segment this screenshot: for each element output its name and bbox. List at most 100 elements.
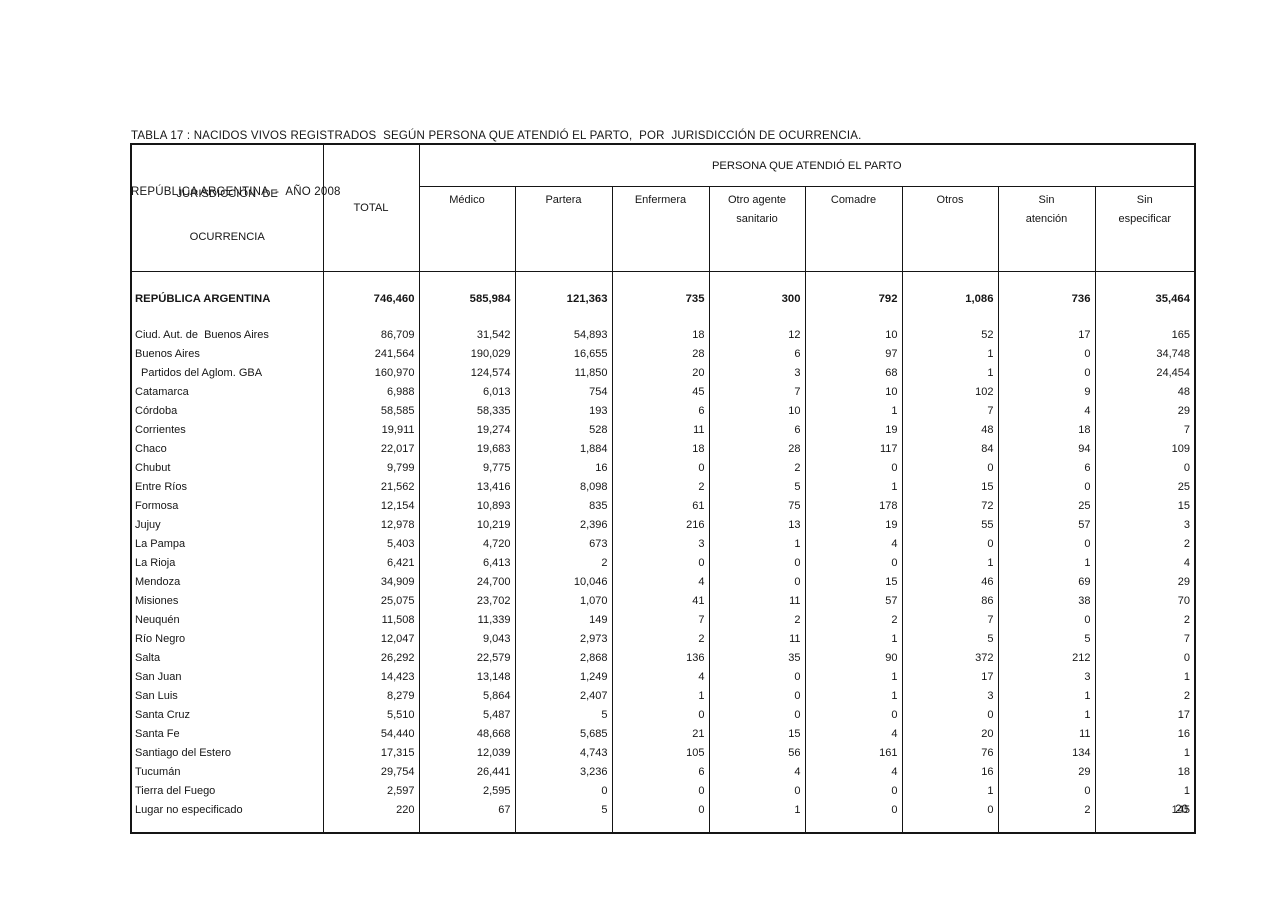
value-cell: 792 xyxy=(804,289,903,309)
value-cell: 2 xyxy=(708,458,806,478)
value-cell: 13,416 xyxy=(418,477,516,497)
header-span-row: JURISDICCIÓN DE OCURRENCIA TOTAL PERSONA… xyxy=(130,144,1196,272)
jurisdiction-cell: Lugar no especificado xyxy=(130,800,324,820)
value-cell: 4,720 xyxy=(418,534,516,554)
value-cell: 0 xyxy=(997,781,1096,801)
jurisdiction-cell: Mendoza xyxy=(130,572,324,592)
value-cell: 6 xyxy=(708,344,806,364)
value-cell: 35,464 xyxy=(1094,289,1196,309)
value-cell: 26,292 xyxy=(322,648,420,668)
value-cell: 0 xyxy=(611,553,710,573)
value-cell: 0 xyxy=(804,781,903,801)
spacer-cell xyxy=(708,819,806,833)
value-cell: 372 xyxy=(901,648,999,668)
value-cell: 12,047 xyxy=(322,629,420,649)
value-cell: 6 xyxy=(611,401,710,421)
value-cell: 1 xyxy=(997,553,1096,573)
jurisdiction-cell: Jujuy xyxy=(130,515,324,535)
value-cell: 746,460 xyxy=(322,289,420,309)
value-cell: 11 xyxy=(997,724,1096,744)
value-cell: 17 xyxy=(1094,705,1196,725)
value-cell: 29 xyxy=(1094,572,1196,592)
value-cell: 0 xyxy=(804,553,903,573)
spacer-cell xyxy=(322,819,420,833)
value-cell: 10,046 xyxy=(514,572,613,592)
value-cell: 5 xyxy=(997,629,1096,649)
table-row: Chubut 9,799 9,775 16 0 2 0 0 6 0 xyxy=(130,458,1196,478)
value-cell: 19,274 xyxy=(418,420,516,440)
value-cell: 2,595 xyxy=(418,781,516,801)
value-cell: 5,403 xyxy=(322,534,420,554)
value-cell: 84 xyxy=(901,439,999,459)
jurisdiction-cell: Chaco xyxy=(130,439,324,459)
value-cell: 0 xyxy=(1094,458,1196,478)
spacer-cell xyxy=(901,308,999,326)
value-cell: 2 xyxy=(611,477,710,497)
persona-span-header: PERSONA QUE ATENDIÓ EL PARTO xyxy=(418,144,1196,187)
value-cell: 212 xyxy=(997,648,1096,668)
spacer-cell xyxy=(611,308,710,326)
value-cell: 134 xyxy=(997,743,1096,763)
value-cell: 41 xyxy=(611,591,710,611)
value-cell: 585,984 xyxy=(418,289,516,309)
table-row: Lugar no especificado 220 67 5 0 1 0 0 2 145 xyxy=(130,800,1196,820)
value-cell: 5 xyxy=(708,477,806,497)
value-cell: 0 xyxy=(901,534,999,554)
table-row: Chaco 22,017 19,683 1,884 18 28 117 84 94 109 xyxy=(130,439,1196,459)
value-cell: 4 xyxy=(804,534,903,554)
value-cell: 8,279 xyxy=(322,686,420,706)
spacer-cell xyxy=(130,308,324,326)
value-cell: 15 xyxy=(1094,496,1196,516)
statistics-table: JURISDICCIÓN DE OCURRENCIA TOTAL PERSONA… xyxy=(130,143,1196,834)
value-cell: 16 xyxy=(514,458,613,478)
value-cell: 1,249 xyxy=(514,667,613,687)
value-cell: 8,098 xyxy=(514,477,613,497)
value-cell: 673 xyxy=(514,534,613,554)
column-header-line1: Médico xyxy=(449,194,485,206)
value-cell: 1 xyxy=(1094,743,1196,763)
value-cell: 21 xyxy=(611,724,710,744)
table-row: Corrientes 19,911 19,274 528 11 6 19 48 18 7 xyxy=(130,420,1196,440)
value-cell: 1 xyxy=(708,534,806,554)
value-cell: 9,043 xyxy=(418,629,516,649)
value-cell: 1 xyxy=(901,781,999,801)
value-cell: 34,909 xyxy=(322,572,420,592)
value-cell: 12,154 xyxy=(322,496,420,516)
value-cell: 1 xyxy=(1094,781,1196,801)
value-cell: 0 xyxy=(901,458,999,478)
jurisdiction-cell: Corrientes xyxy=(130,420,324,440)
value-cell: 45 xyxy=(611,382,710,402)
jurisdiction-cell: Córdoba xyxy=(130,401,324,421)
value-cell: 102 xyxy=(901,382,999,402)
value-cell: 160,970 xyxy=(322,363,420,383)
value-cell: 0 xyxy=(708,572,806,592)
value-cell: 2,868 xyxy=(514,648,613,668)
value-cell: 105 xyxy=(611,743,710,763)
value-cell: 7 xyxy=(611,610,710,630)
column-header-line2 xyxy=(613,210,708,229)
value-cell: 15 xyxy=(708,724,806,744)
spacer-cell xyxy=(514,271,613,290)
column-header-line1: Otros xyxy=(936,194,964,206)
table-row: Formosa 12,154 10,893 835 61 75 178 72 25 15 xyxy=(130,496,1196,516)
value-cell: 48 xyxy=(1094,382,1196,402)
value-cell: 0 xyxy=(804,705,903,725)
table-row: San Juan 14,423 13,148 1,249 4 0 1 17 3 1 xyxy=(130,667,1196,687)
value-cell: 1 xyxy=(708,800,806,820)
value-cell: 22,579 xyxy=(418,648,516,668)
value-cell: 1 xyxy=(997,686,1096,706)
value-cell: 19,683 xyxy=(418,439,516,459)
jurisdiction-cell: La Rioja xyxy=(130,553,324,573)
spacer-cell xyxy=(130,271,324,290)
value-cell: 3 xyxy=(1094,515,1196,535)
jurisdiction-cell: San Juan xyxy=(130,667,324,687)
value-cell: 241,564 xyxy=(322,344,420,364)
value-cell: 1 xyxy=(1094,667,1196,687)
value-cell: 90 xyxy=(804,648,903,668)
spacer-cell xyxy=(804,271,903,290)
value-cell: 2 xyxy=(708,610,806,630)
table-row: Buenos Aires 241,564 190,029 16,655 28 6 97 1 0 3… xyxy=(130,344,1196,364)
value-cell: 26,441 xyxy=(418,762,516,782)
value-cell: 52 xyxy=(901,325,999,345)
value-cell: 18 xyxy=(997,420,1096,440)
